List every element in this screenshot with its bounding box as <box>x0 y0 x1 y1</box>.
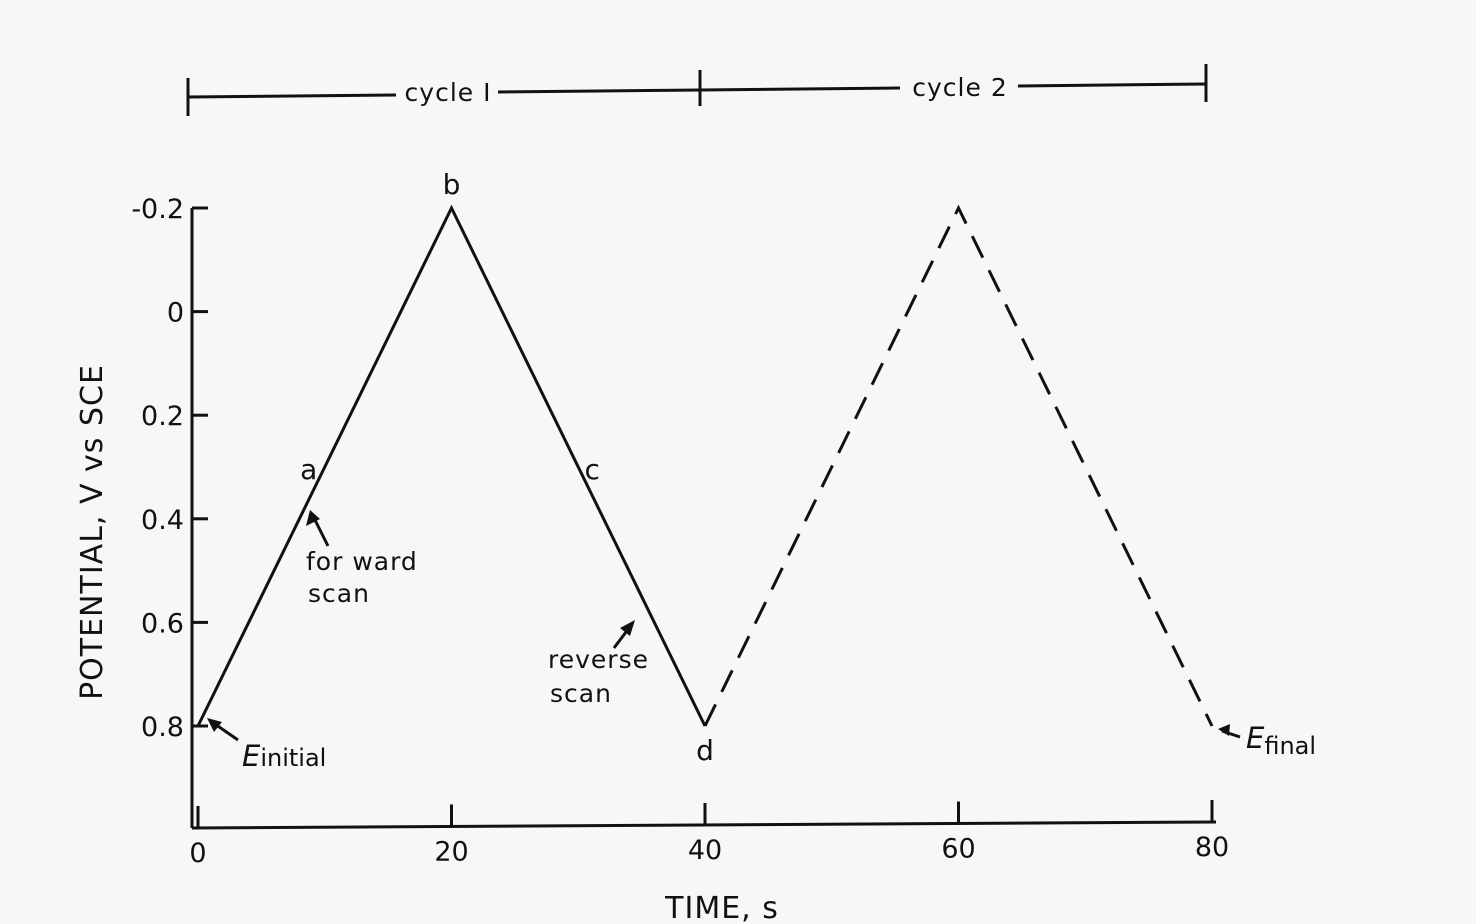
e-final-label: Efinal <box>1246 721 1316 760</box>
y-axis-label: POTENTIAL, V vs SCE <box>75 364 110 700</box>
forward-scan-label-2: scan <box>308 579 370 608</box>
y-tick-label: 0 <box>167 298 184 329</box>
point-label-c: c <box>585 453 600 486</box>
cycle-2-label: cycle 2 <box>912 73 1007 102</box>
y-tick-label: 0.2 <box>141 401 184 432</box>
forward-scan-arrowhead <box>306 510 320 526</box>
x-tick-label: 60 <box>941 834 975 865</box>
cycle-bracket-1: cycle I <box>186 70 702 116</box>
x-tick-label: 40 <box>688 835 722 866</box>
x-tick-label: 0 <box>189 838 206 869</box>
e-initial-arrowhead <box>207 718 222 732</box>
reverse-scan-label-2: scan <box>550 679 612 708</box>
point-label-d: d <box>696 734 714 767</box>
forward-scan-label-1: for ward <box>306 547 418 576</box>
e-initial-label: Einitial <box>242 739 326 773</box>
y-tick-label: 0.8 <box>141 712 184 743</box>
e-final-arrowhead <box>1218 724 1230 736</box>
series-line-cycle-1 <box>196 204 707 727</box>
reverse-scan-label-1: reverse <box>548 645 649 674</box>
reverse-scan-arrowhead <box>620 620 635 636</box>
cycle-bracket-2: cycle 2 <box>699 64 1208 102</box>
y-tick-label: 0.4 <box>141 505 184 536</box>
point-label-a: a <box>300 453 317 486</box>
series-line-cycle-2 <box>703 204 1214 727</box>
y-axis-ticks: -0.2 0 0.2 0.4 0.6 0.8 <box>131 194 208 743</box>
point-label-b: b <box>443 168 461 201</box>
series-layer <box>196 204 1214 727</box>
x-axis <box>191 820 1217 830</box>
cycle-1-label: cycle I <box>405 78 492 107</box>
y-tick-label: -0.2 <box>131 194 184 225</box>
x-axis-label: TIME, s <box>664 891 779 924</box>
x-tick-label: 20 <box>434 836 468 867</box>
x-tick-label: 80 <box>1195 832 1229 863</box>
x-axis-ticks: 0 20 40 60 80 <box>189 800 1229 869</box>
y-tick-label: 0.6 <box>141 608 184 639</box>
